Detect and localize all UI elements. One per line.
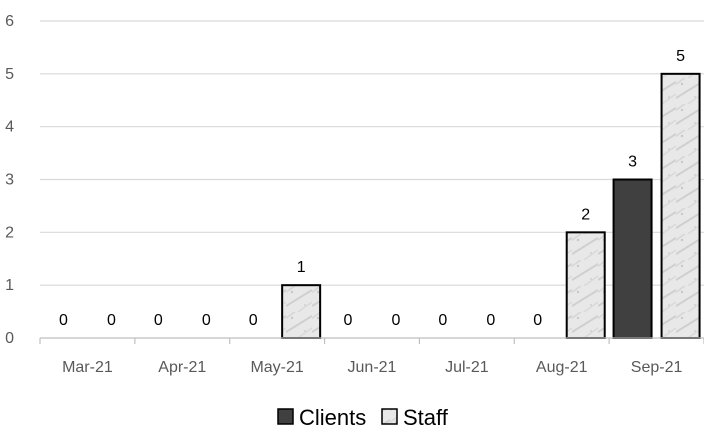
- y-tick-label: 4: [5, 119, 14, 136]
- bar-staff: [565, 231, 606, 339]
- x-tick-label: Jun-21: [348, 359, 397, 376]
- bar-staff: [281, 284, 322, 339]
- x-tick-label: Aug-21: [536, 359, 588, 376]
- y-tick-label: 3: [5, 172, 14, 189]
- y-tick-label: 2: [5, 224, 14, 241]
- data-labels: 0 0 0 0 0 1 0 0 0 0 0 2 3 5: [59, 48, 685, 329]
- data-label: 3: [628, 154, 637, 171]
- y-axis-ticks: 0 1 2 3 4 5 6: [5, 13, 14, 347]
- x-tick-label: Apr-21: [158, 359, 206, 376]
- data-label: 0: [533, 312, 542, 329]
- data-label: 0: [344, 312, 353, 329]
- bar-staff: [660, 72, 701, 339]
- legend-swatch-clients: [277, 408, 294, 425]
- x-axis-ticks: Mar-21 Apr-21 May-21 Jun-21 Jul-21 Aug-21 Sep-…: [62, 359, 682, 376]
- data-label: 0: [202, 312, 211, 329]
- legend: Clients Staff: [277, 405, 449, 429]
- legend-label-staff: Staff: [403, 405, 449, 429]
- data-label: 0: [392, 312, 401, 329]
- data-label: 5: [676, 48, 685, 65]
- data-label: 1: [297, 259, 306, 276]
- data-label: 0: [486, 312, 495, 329]
- y-tick-label: 0: [5, 330, 14, 347]
- y-tick-label: 6: [5, 13, 14, 30]
- data-label: 0: [107, 312, 116, 329]
- x-tick-label: Mar-21: [62, 359, 113, 376]
- y-tick-label: 1: [5, 277, 14, 294]
- x-tick-label: Sep-21: [631, 359, 683, 376]
- data-label: 0: [249, 312, 258, 329]
- data-label: 0: [59, 312, 68, 329]
- bar-clients: [612, 178, 653, 339]
- legend-label-clients: Clients: [299, 405, 366, 429]
- x-tick-label: Jul-21: [445, 359, 489, 376]
- data-label: 0: [154, 312, 163, 329]
- bars: [281, 72, 701, 339]
- data-label: 2: [581, 206, 590, 223]
- data-label: 0: [438, 312, 447, 329]
- legend-swatch-staff: [381, 408, 398, 425]
- x-tick-label: May-21: [250, 359, 303, 376]
- y-tick-label: 5: [5, 66, 14, 83]
- x-axis: [39, 337, 704, 344]
